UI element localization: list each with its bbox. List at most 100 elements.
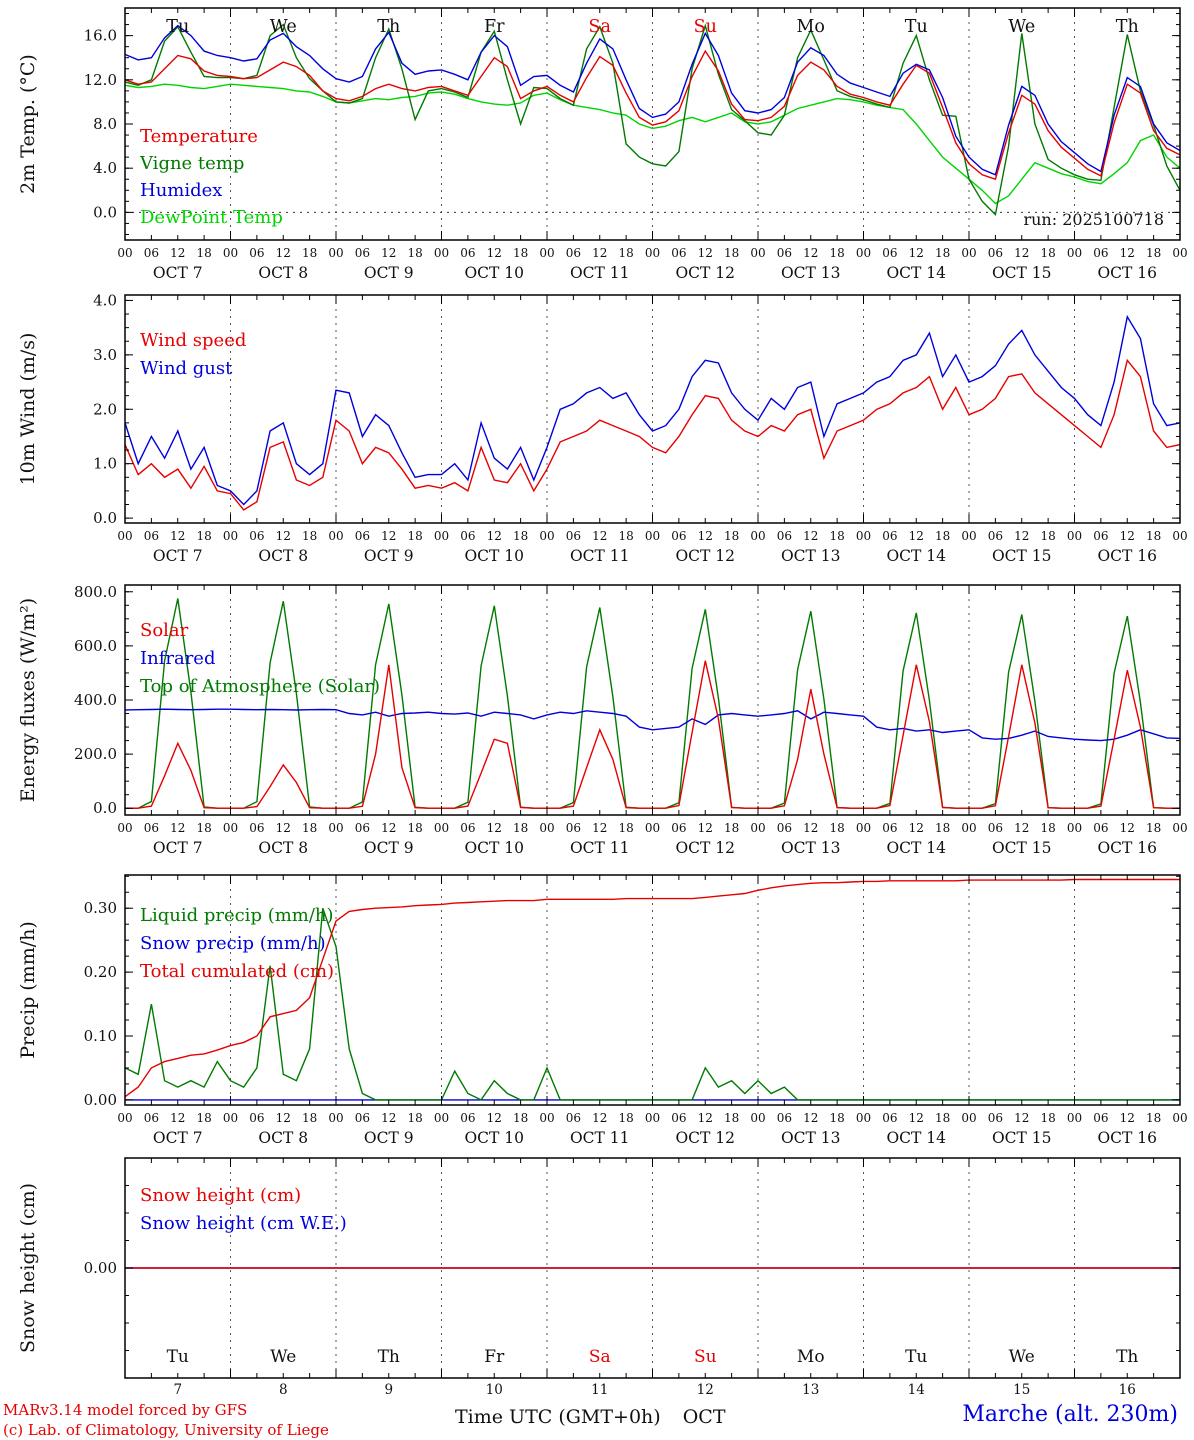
x-tick-label: 00 — [223, 821, 238, 835]
x-tick-label: 00 — [434, 821, 449, 835]
station-label: Marche (alt. 230m) — [962, 1402, 1178, 1427]
x-tick-label: 00 — [328, 1111, 343, 1125]
series-top-of-atmosphere-solar- — [125, 598, 1180, 809]
legend-snow-height: Snow height (cm) — [140, 1185, 302, 1206]
date-label: OCT 14 — [886, 1129, 946, 1147]
x-tick-label: 00 — [750, 246, 765, 260]
day-label: Sa — [589, 17, 611, 37]
x-tick-label: 12 — [592, 246, 607, 260]
x-tick-label: 18 — [935, 246, 950, 260]
x-tick-label: 06 — [988, 529, 1003, 543]
date-label: OCT 14 — [886, 547, 946, 565]
day-number-label: 16 — [1119, 1382, 1136, 1398]
legend-toa: Top of Atmosphere (Solar) — [140, 676, 381, 697]
date-label: OCT 11 — [570, 264, 630, 282]
x-tick-label: 06 — [144, 821, 159, 835]
y-tick-label: 3.0 — [93, 346, 117, 364]
legend-humidex: Humidex — [140, 180, 223, 201]
y-tick-label: 16.0 — [84, 27, 117, 45]
y-axis-title-snow: Snow height (cm) — [17, 1182, 39, 1354]
x-tick-label: 12 — [592, 821, 607, 835]
x-tick-label: 18 — [1040, 246, 1055, 260]
x-tick-label: 00 — [1067, 1111, 1082, 1125]
x-tick-label: 18 — [513, 1111, 528, 1125]
day-label: Th — [378, 1347, 400, 1367]
y-tick-label: 200.0 — [74, 745, 117, 763]
date-label: OCT 11 — [570, 839, 630, 857]
x-tick-label: 06 — [355, 529, 370, 543]
x-tick-label: 18 — [196, 246, 211, 260]
date-label: OCT 9 — [364, 264, 414, 282]
x-tick-label: 00 — [856, 529, 871, 543]
legend-wind-gust: Wind gust — [140, 358, 233, 379]
y-tick-label: 0.0 — [93, 799, 117, 817]
legend-dewpoint: DewPoint Temp — [140, 207, 283, 228]
x-tick-label: 18 — [196, 529, 211, 543]
x-tick-label: 00 — [961, 246, 976, 260]
x-tick-label: 06 — [882, 529, 897, 543]
x-tick-label: 18 — [1040, 529, 1055, 543]
day-label: Su — [694, 17, 717, 37]
x-axis-month-label: OCT — [682, 1406, 726, 1428]
x-tick-label: 06 — [460, 529, 475, 543]
day-label: Fr — [484, 17, 505, 37]
date-label: OCT 12 — [675, 839, 735, 857]
x-tick-label: 00 — [328, 529, 343, 543]
x-tick-label: 00 — [1067, 246, 1082, 260]
series-total-cumulated-cm- — [125, 878, 1180, 1098]
date-label: OCT 14 — [886, 839, 946, 857]
legend-temperature: Temperature — [140, 126, 258, 147]
x-tick-label: 06 — [249, 246, 264, 260]
legend-infrared: Infrared — [140, 648, 216, 669]
x-tick-label: 18 — [407, 821, 422, 835]
x-tick-label: 12 — [698, 1111, 713, 1125]
x-tick-label: 12 — [381, 1111, 396, 1125]
x-tick-label: 06 — [882, 821, 897, 835]
lab-credit-line: (c) Lab. of Climatology, University of L… — [3, 1421, 329, 1439]
y-axis-title-temperature: 2m Temp. (°C) — [17, 54, 39, 194]
x-tick-label: 00 — [645, 246, 660, 260]
x-tick-label: 06 — [355, 1111, 370, 1125]
day-label: Tu — [167, 1347, 189, 1367]
day-label: Fr — [484, 1347, 505, 1367]
x-tick-label: 00 — [434, 246, 449, 260]
x-tick-label: 12 — [909, 246, 924, 260]
x-tick-label: 00 — [961, 821, 976, 835]
x-tick-label: 06 — [882, 1111, 897, 1125]
x-tick-label: 18 — [302, 821, 317, 835]
x-tick-label: 12 — [698, 529, 713, 543]
series-temperature — [125, 49, 1180, 181]
x-tick-label: 12 — [909, 821, 924, 835]
date-label: OCT 16 — [1097, 1129, 1157, 1147]
date-label: OCT 9 — [364, 547, 414, 565]
x-tick-label: 12 — [803, 529, 818, 543]
x-tick-label: 00 — [1172, 821, 1187, 835]
x-tick-label: 00 — [750, 821, 765, 835]
y-tick-label: 0.00 — [84, 1091, 117, 1109]
x-tick-label: 00 — [223, 246, 238, 260]
x-tick-label: 18 — [724, 821, 739, 835]
x-tick-label: 18 — [196, 1111, 211, 1125]
day-label: Su — [694, 1347, 717, 1367]
x-tick-label: 18 — [407, 529, 422, 543]
x-tick-label: 06 — [777, 246, 792, 260]
day-label: Mo — [797, 1347, 825, 1367]
date-label: OCT 7 — [153, 839, 203, 857]
model-credit-line: MARv3.14 model forced by GFS — [3, 1401, 248, 1419]
x-tick-label: 06 — [566, 821, 581, 835]
day-label: Th — [1116, 1347, 1138, 1367]
legend-snow-height-we: Snow height (cm W.E.) — [140, 1213, 347, 1234]
x-tick-label: 06 — [671, 821, 686, 835]
x-tick-label: 12 — [803, 1111, 818, 1125]
date-label: OCT 13 — [781, 264, 841, 282]
x-tick-label: 00 — [856, 821, 871, 835]
x-tick-label: 00 — [223, 1111, 238, 1125]
date-label: OCT 10 — [464, 547, 524, 565]
x-tick-label: 18 — [1146, 529, 1161, 543]
x-tick-label: 06 — [1093, 246, 1108, 260]
x-tick-label: 18 — [829, 1111, 844, 1125]
y-tick-label: 12.0 — [84, 71, 117, 89]
y-axis-title-wind: 10m Wind (m/s) — [17, 332, 39, 486]
x-tick-label: 12 — [276, 821, 291, 835]
